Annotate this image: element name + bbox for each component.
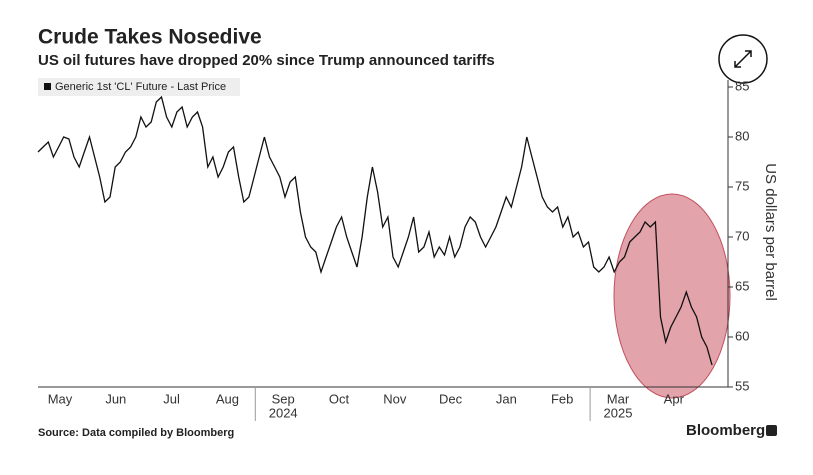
y-tick-label: 60 bbox=[735, 328, 749, 343]
y-tick-label: 70 bbox=[735, 228, 749, 243]
x-tick-label: Oct bbox=[329, 391, 350, 406]
y-tick-label: 55 bbox=[735, 378, 749, 393]
x-tick-label: Mar bbox=[607, 391, 630, 406]
source: Source: Data compiled by Bloomberg bbox=[38, 427, 234, 439]
price-line bbox=[37, 95, 713, 366]
brand: Bloomberg bbox=[686, 422, 765, 439]
x-tick-label: May bbox=[48, 391, 73, 406]
expand-button[interactable] bbox=[718, 34, 768, 84]
y-tick-label: 85 bbox=[735, 78, 749, 93]
year-label: 2024 bbox=[269, 405, 298, 420]
x-tick-label: Nov bbox=[383, 391, 407, 406]
y-tick-label: 80 bbox=[735, 128, 749, 143]
y-tick-label: 65 bbox=[735, 278, 749, 293]
legend-label: Generic 1st 'CL' Future - Last Price bbox=[55, 81, 226, 93]
highlight-ellipse bbox=[613, 193, 731, 399]
x-tick-label: Sep bbox=[272, 391, 295, 406]
chart-title: Crude Takes Nosedive bbox=[38, 26, 262, 49]
legend-swatch bbox=[44, 83, 51, 90]
year-label: 2025 bbox=[604, 405, 633, 420]
x-tick-label: Dec bbox=[439, 391, 463, 406]
legend-box bbox=[38, 78, 240, 96]
x-tick-label: Jun bbox=[105, 391, 126, 406]
y-tick-label: 75 bbox=[735, 178, 749, 193]
x-tick-label: Apr bbox=[664, 391, 685, 406]
x-tick-label: Feb bbox=[551, 391, 573, 406]
y-axis-label: US dollars per barrel bbox=[762, 163, 779, 301]
chart-subtitle: US oil futures have dropped 20% since Tr… bbox=[38, 52, 495, 69]
x-tick-label: Aug bbox=[216, 391, 239, 406]
brand-icon bbox=[766, 425, 777, 436]
x-tick-label: Jul bbox=[163, 391, 180, 406]
x-tick-label: Jan bbox=[496, 391, 517, 406]
